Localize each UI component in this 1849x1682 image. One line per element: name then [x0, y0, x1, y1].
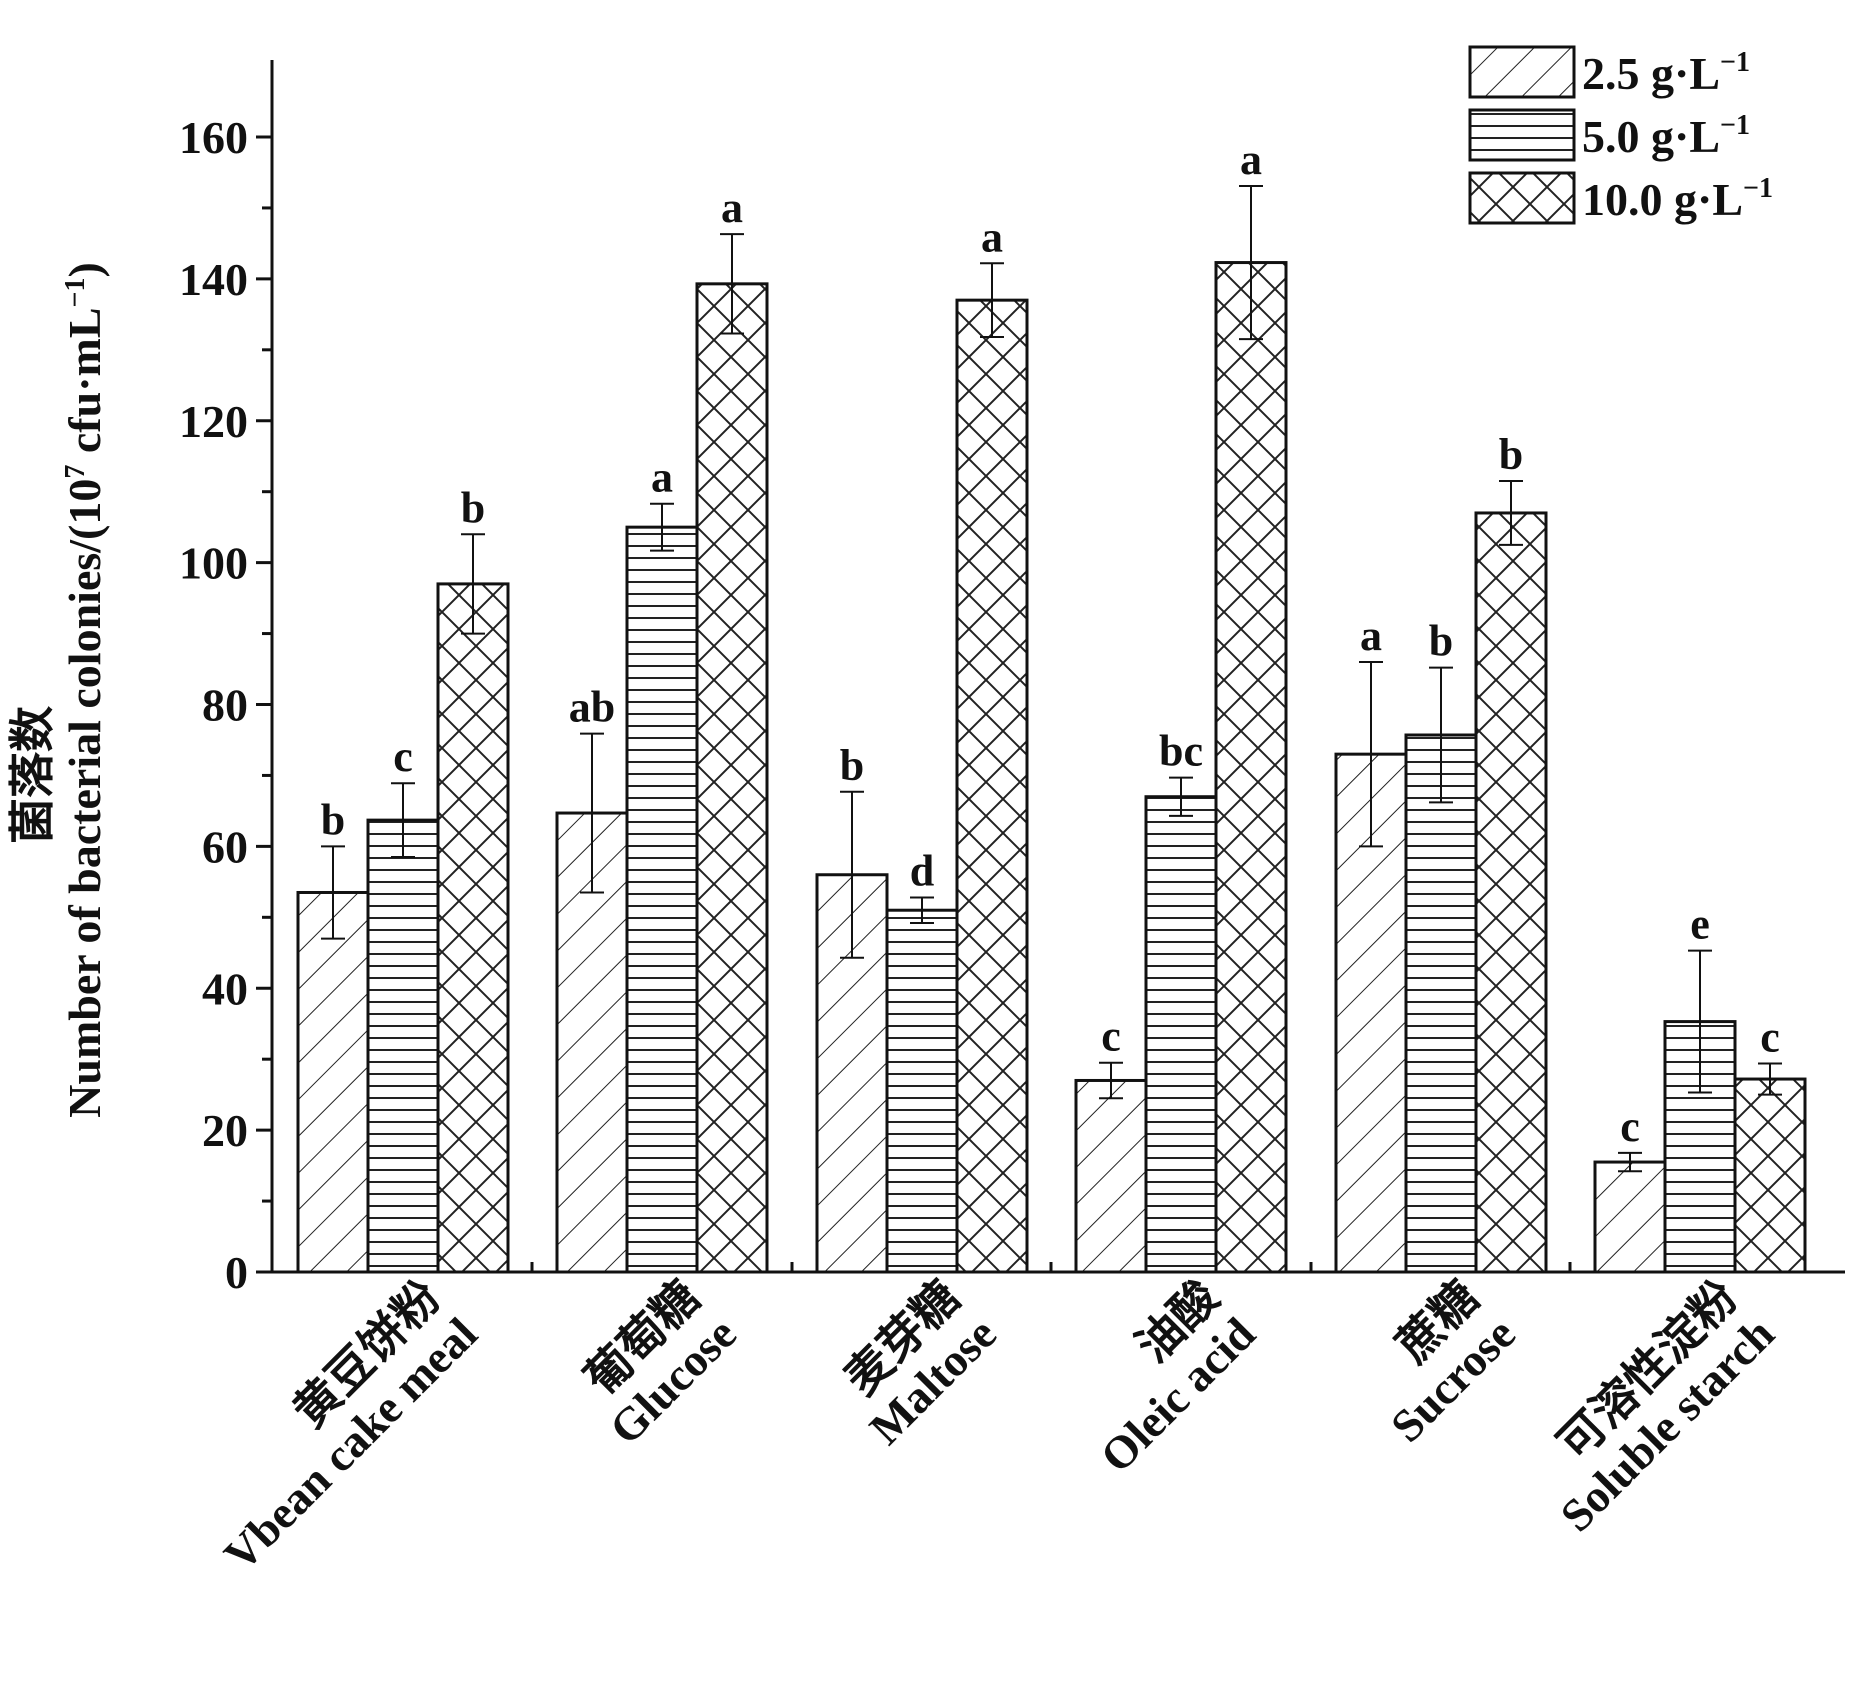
- bar: [366, 818, 440, 1274]
- y-axis-title: 菌落数 Number of bacterial colonies/(107 cf…: [7, 262, 110, 1118]
- significance-label: c: [1101, 1012, 1121, 1061]
- y-tick-label: 100: [179, 538, 248, 589]
- significance-label: b: [840, 741, 864, 790]
- bar: [1214, 261, 1288, 1274]
- y-tick-label: 160: [179, 112, 248, 163]
- bar: [1404, 733, 1478, 1274]
- legend-swatch: [1468, 108, 1576, 162]
- bar: [625, 525, 699, 1274]
- legend-swatch: [1468, 45, 1576, 99]
- bar: [1144, 795, 1218, 1274]
- legend: 2.5 g·L−1 5.0 g·L−1 10.0 g·L−1: [1468, 45, 1773, 225]
- y-axis-label-unit: cfu·mL: [59, 307, 110, 464]
- y-axis-label-exp: 7: [60, 465, 91, 479]
- bar: [1733, 1077, 1807, 1274]
- significance-label: a: [721, 183, 743, 232]
- legend-label: 2.5 g·L−1: [1582, 47, 1750, 99]
- y-axis-label-unit-exp: −1: [60, 277, 91, 307]
- bar: [955, 298, 1029, 1274]
- y-tick-label: 60: [202, 821, 248, 872]
- significance-label: ab: [569, 683, 615, 732]
- bar: [436, 582, 510, 1274]
- legend-swatch: [1468, 171, 1576, 225]
- bar: [885, 908, 959, 1274]
- significance-label: bc: [1159, 727, 1203, 776]
- y-tick-label: 80: [202, 680, 248, 731]
- significance-label: b: [1429, 617, 1453, 666]
- significance-label: a: [981, 212, 1003, 261]
- significance-label: a: [1360, 611, 1382, 660]
- y-tick-label: 120: [179, 396, 248, 447]
- y-axis-label-en: Number of bacterial colonies/(107 cfu·mL…: [59, 262, 110, 1118]
- y-axis-label-en-main: Number of bacterial colonies/(10: [59, 479, 110, 1118]
- bar: [1593, 1160, 1667, 1274]
- legend-label: 10.0 g·L−1: [1582, 173, 1773, 225]
- bar: [695, 282, 769, 1274]
- significance-label: b: [461, 483, 485, 532]
- legend-label: 5.0 g·L−1: [1582, 110, 1750, 162]
- significance-label: a: [1240, 135, 1262, 184]
- y-axis-label-close: ): [59, 262, 110, 277]
- significance-label: e: [1690, 900, 1710, 949]
- y-axis-label-cn: 菌落数: [7, 706, 58, 844]
- significance-label: d: [910, 846, 934, 895]
- significance-label: b: [321, 795, 345, 844]
- significance-label: b: [1499, 430, 1523, 479]
- significance-label: a: [651, 453, 673, 502]
- bar: [1474, 511, 1548, 1274]
- significance-label: c: [393, 732, 413, 781]
- significance-label: c: [1760, 1012, 1780, 1061]
- y-tick-label: 140: [179, 254, 248, 305]
- y-tick-label: 20: [202, 1105, 248, 1156]
- y-tick-label: 0: [225, 1247, 248, 1298]
- bar: [1074, 1078, 1148, 1274]
- bar: [296, 890, 370, 1274]
- significance-label: c: [1620, 1102, 1640, 1151]
- y-tick-label: 40: [202, 963, 248, 1014]
